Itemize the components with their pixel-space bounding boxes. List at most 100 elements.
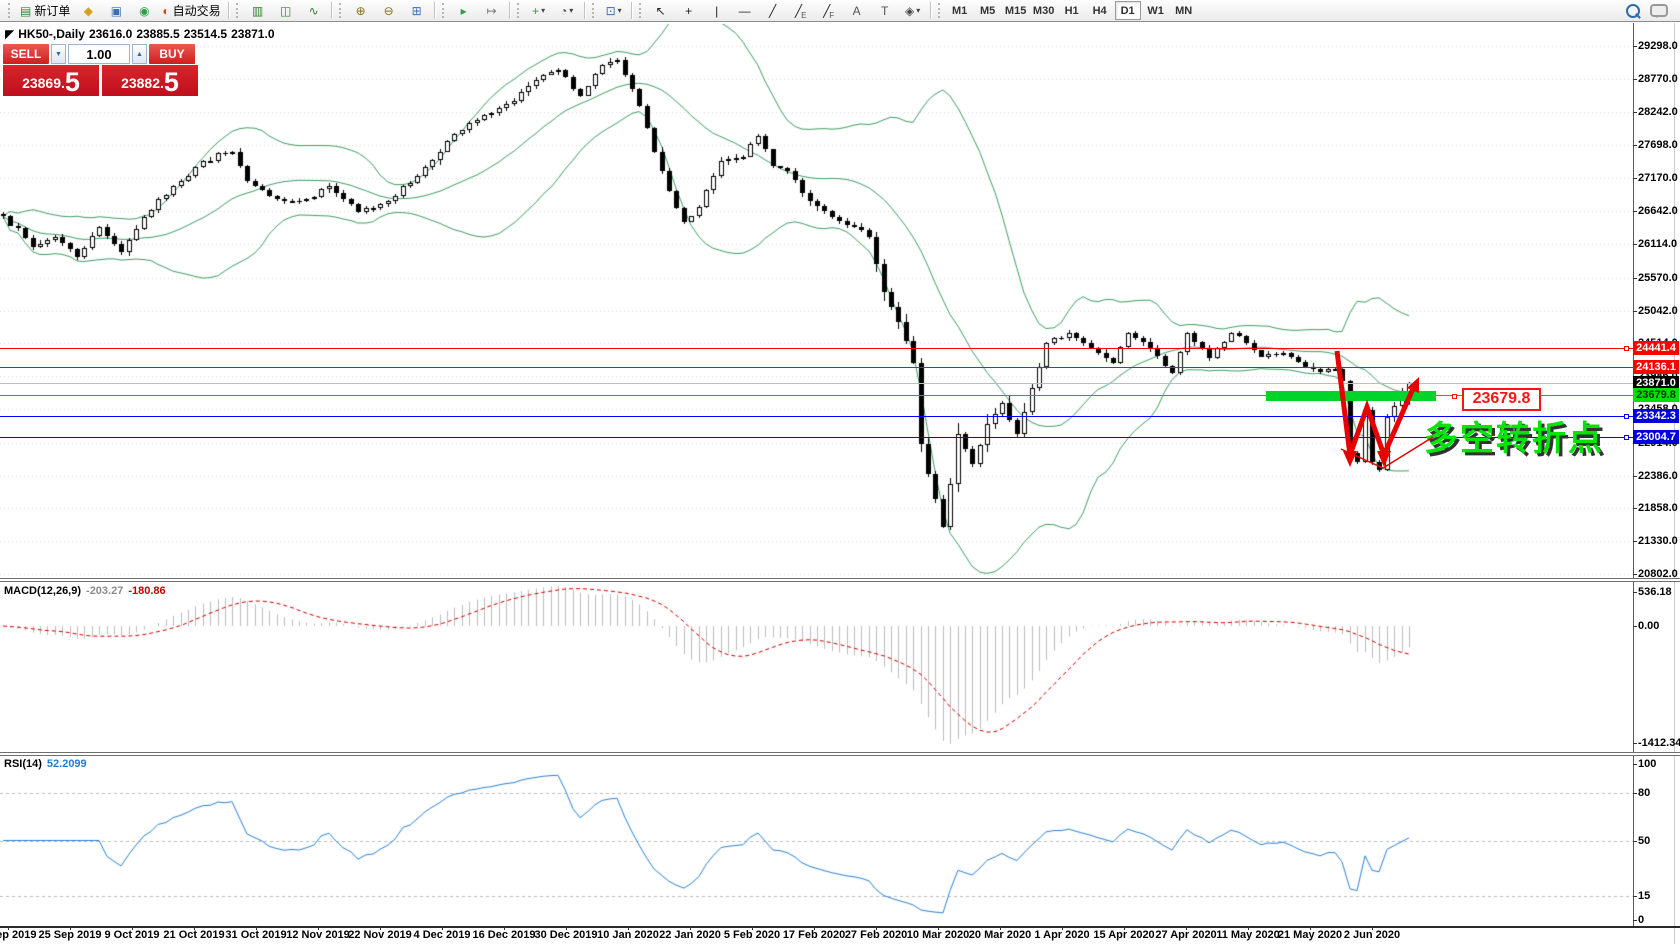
timeframe-m30[interactable]: M30: [1032, 4, 1055, 17]
axis-tick: [1633, 841, 1637, 842]
date-tick: [1062, 926, 1063, 930]
timeframe-d1[interactable]: D1: [1114, 1, 1141, 20]
text-label-button[interactable]: T: [872, 1, 898, 21]
zoom-in-button[interactable]: ⊕: [348, 1, 374, 21]
timeframe-m1[interactable]: M1: [951, 4, 968, 17]
timeframe-m15[interactable]: M15: [1004, 4, 1027, 17]
support-line-23342-handle[interactable]: [1624, 414, 1629, 419]
line-chart-icon[interactable]: ∿: [301, 1, 327, 21]
toolbar-drag-handle[interactable]: [591, 3, 596, 18]
support-line-23679[interactable]: [0, 395, 1633, 396]
resistance-line-24441[interactable]: [0, 348, 1633, 349]
autotrading-button[interactable]: ◐ 自动交易: [159, 1, 223, 21]
date-tick: [194, 926, 195, 930]
cursor-icon: ↖: [655, 3, 666, 18]
crosshair-button[interactable]: +: [676, 1, 702, 21]
chevron-down-icon[interactable]: ▾: [617, 6, 622, 15]
ohlc-open: 23616.0: [88, 27, 133, 41]
sell-button[interactable]: SELL: [3, 44, 49, 64]
bar-chart-icon[interactable]: ▥: [245, 1, 271, 21]
current-price-line[interactable]: [0, 383, 1633, 384]
chevron-down-icon[interactable]: ▾: [541, 6, 546, 15]
expand-arrow-icon[interactable]: ◤: [5, 27, 15, 41]
date-axis-label: 10 Jan 2020: [597, 929, 659, 941]
new-chart-button[interactable]: ⊡ ▾: [601, 1, 627, 21]
timeframe-h1[interactable]: H1: [1064, 4, 1079, 17]
rsi-panel-separator[interactable]: [0, 752, 1680, 756]
resistance-line-24136[interactable]: [0, 367, 1633, 368]
toolbar-drag-handle[interactable]: [441, 3, 446, 18]
date-tick: [1124, 926, 1125, 930]
axis-tick: [1633, 244, 1637, 245]
axis-tick: [1633, 920, 1637, 921]
resistance-line-24441-handle[interactable]: [1624, 346, 1629, 351]
zoom-out-button[interactable]: ⊖: [376, 1, 402, 21]
buy-price-pips: 5: [163, 67, 179, 97]
timeframe-m5[interactable]: M5: [979, 4, 996, 17]
community-chat-icon[interactable]: [1650, 4, 1668, 18]
periods-button[interactable]: ◔ ▾: [554, 1, 580, 21]
chevron-down-icon[interactable]: ▾: [916, 6, 921, 15]
buy-button[interactable]: BUY: [149, 44, 195, 64]
sell-price-button[interactable]: 23869. 5: [3, 65, 99, 96]
chevron-down-icon[interactable]: ▾: [569, 6, 574, 15]
support-line-23004-handle[interactable]: [1624, 435, 1629, 440]
price-annotation-box[interactable]: 23679.8: [1462, 388, 1541, 411]
toolbar-drag-handle[interactable]: [338, 3, 343, 18]
cursor-button[interactable]: ↖: [648, 1, 674, 21]
annotation-handle[interactable]: [1452, 394, 1457, 399]
auto-scroll-button[interactable]: ▸: [451, 1, 477, 21]
axis-tick: [1633, 145, 1637, 146]
toolbar-drag-handle[interactable]: [235, 3, 240, 18]
support-line-23342[interactable]: [0, 416, 1633, 417]
date-tick: [256, 926, 257, 930]
date-axis-label: 22 Jan 2020: [659, 929, 721, 941]
horizontal-line-button[interactable]: —: [732, 1, 758, 21]
volume-increase-button[interactable]: ▲: [132, 44, 147, 64]
sell-price-pips: 5: [64, 67, 80, 97]
chart-shift-icon: ↦: [486, 3, 497, 18]
shapes-button[interactable]: ◈ ▾: [900, 1, 926, 21]
date-tick: [566, 926, 567, 930]
volume-decrease-button[interactable]: ▼: [51, 44, 66, 64]
buy-price-button[interactable]: 23882. 5: [102, 65, 198, 96]
periods-icon: ◔: [559, 3, 568, 18]
turning-point-label[interactable]: 多空转折点: [1424, 420, 1604, 458]
date-tick: [690, 926, 691, 930]
search-icon[interactable]: [1626, 3, 1640, 18]
date-axis-label: 31 Oct 2019: [225, 929, 287, 941]
timeframe-h4[interactable]: H4: [1092, 4, 1107, 17]
toolbar-drag-handle[interactable]: [8, 3, 12, 18]
timeframe-w1[interactable]: W1: [1147, 4, 1164, 17]
price-axis-label: 22386.0: [1638, 470, 1678, 482]
macd-panel-separator[interactable]: [0, 578, 1680, 582]
new-order-button-label: 新订单: [34, 4, 71, 18]
date-tick: [814, 926, 815, 930]
support-line-23004[interactable]: [0, 437, 1633, 438]
toolbar-drag-handle[interactable]: [516, 3, 521, 18]
window-right-edge: [1674, 23, 1675, 944]
vertical-line-button[interactable]: |: [704, 1, 730, 21]
data-window-icon[interactable]: ▣: [103, 1, 129, 21]
toolbar-drag-handle[interactable]: [937, 3, 942, 18]
date-axis-label: 20 Mar 2020: [968, 929, 1032, 941]
indicators-button[interactable]: + ▾: [526, 1, 552, 21]
trendline-button[interactable]: ╱: [760, 1, 786, 21]
text-button[interactable]: A: [844, 1, 870, 21]
signals-icon[interactable]: ◉: [131, 1, 157, 21]
timeframe-mn[interactable]: MN: [1175, 4, 1193, 17]
tile-windows-icon[interactable]: ⊞: [404, 1, 430, 21]
toolbar-drag-handle[interactable]: [638, 3, 643, 18]
buy-price-main: 23882.: [121, 75, 164, 91]
new-order-button[interactable]: ▤ 新订单: [17, 1, 73, 21]
fibonacci-button[interactable]: ╱ F: [816, 1, 842, 21]
volume-input[interactable]: [68, 44, 130, 64]
market-watch-icon[interactable]: ◆: [75, 1, 101, 21]
candlestick-chart-icon[interactable]: ◫: [273, 1, 299, 21]
chart-shift-button[interactable]: ↦: [479, 1, 505, 21]
support-zone-highlight[interactable]: [1266, 391, 1436, 401]
equidistant-channel-button[interactable]: ╱ E: [788, 1, 814, 21]
date-axis-label: 15 Apr 2020: [1093, 929, 1155, 941]
